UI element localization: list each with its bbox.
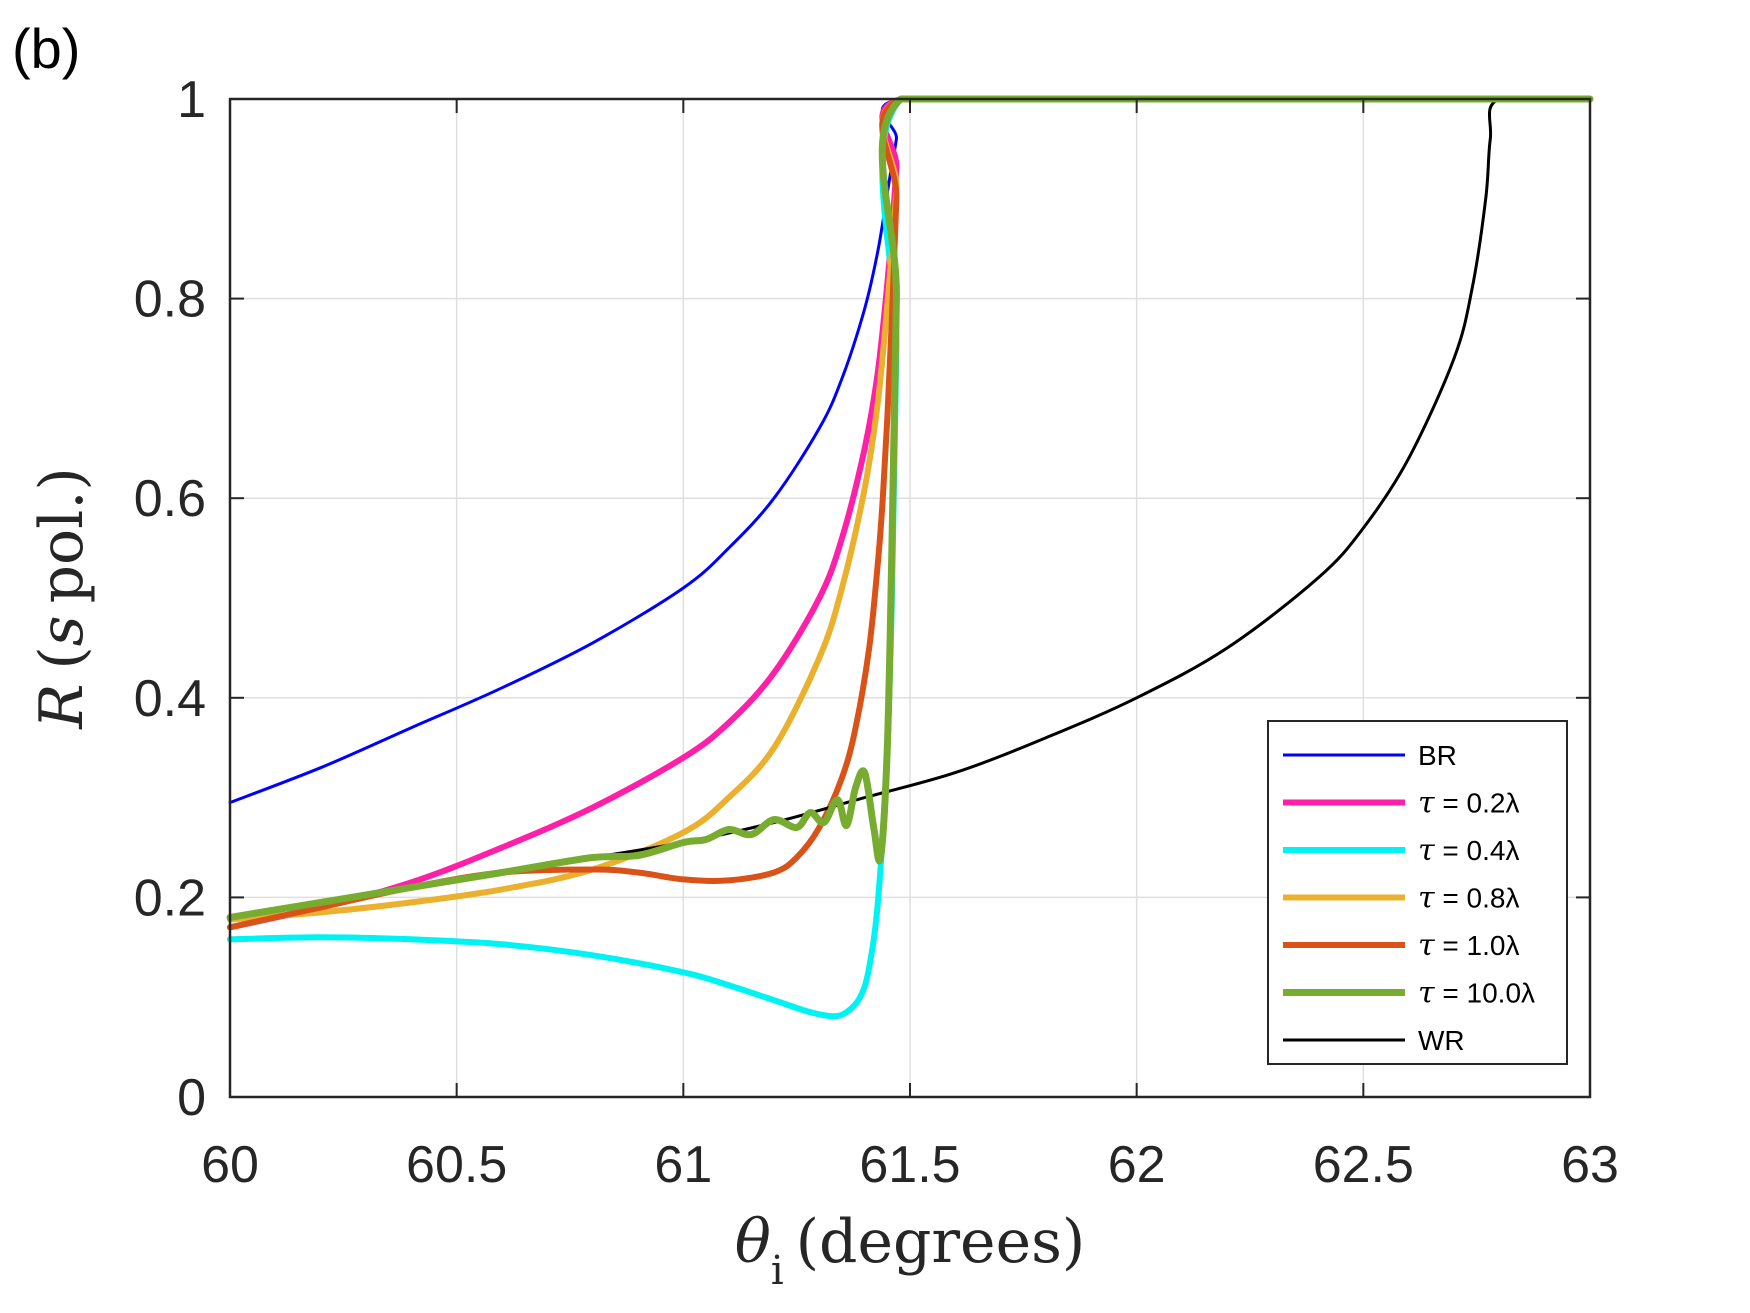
legend-value: = 10.0λ [1435, 978, 1535, 1009]
legend-label-tau-1.0: τ = 1.0λ [1418, 928, 1519, 963]
x-axis-unit: (degrees) [796, 1207, 1086, 1277]
legend-label-tau-0.2: τ = 0.2λ [1418, 786, 1519, 821]
legend-value: BR [1418, 740, 1457, 771]
plot-frame [228, 97, 1592, 1099]
legend-label-WR: WR [1418, 1025, 1465, 1056]
legend-label-tau-0.8: τ = 0.8λ [1418, 881, 1519, 916]
x-tick-label: 62.5 [1313, 1136, 1414, 1194]
y-tick-label: 0.4 [134, 670, 206, 728]
y-tick-labels: 0 0.2 0.4 0.6 0.8 1 [134, 71, 206, 1127]
legend-value: = 0.2λ [1435, 788, 1520, 819]
y-tick-label: 0 [177, 1069, 206, 1127]
legend-tau-symbol: τ [1418, 976, 1435, 1011]
y-tick-label: 1 [177, 71, 206, 129]
panel-label: (b) [12, 17, 80, 80]
legend-label-tau-0.4: τ = 0.4λ [1418, 833, 1519, 868]
legend-value: = 1.0λ [1435, 930, 1520, 961]
legend-value: = 0.8λ [1435, 883, 1520, 914]
legend-tau-symbol: τ [1418, 881, 1435, 916]
y-axis-label: R (s pol.) [27, 467, 97, 730]
y-axis-unit: pol.) [27, 467, 97, 603]
legend-tau-symbol: τ [1418, 928, 1435, 963]
x-tick-labels: 60 60.5 61 61.5 62 62.5 63 [201, 1136, 1619, 1194]
legend-label-tau-10.0: τ = 10.0λ [1418, 976, 1535, 1011]
legend-items: BRτ = 0.2λτ = 0.4λτ = 0.8λτ = 1.0λτ = 10… [1283, 740, 1535, 1056]
legend: BRτ = 0.2λτ = 0.4λτ = 0.8λτ = 1.0λτ = 10… [1267, 720, 1568, 1065]
x-axis-symbol: θ [735, 1207, 771, 1277]
x-tick-label: 60 [201, 1136, 259, 1194]
x-tick-label: 62 [1108, 1136, 1166, 1194]
x-tick-label: 60.5 [406, 1136, 507, 1194]
legend-label-BR: BR [1418, 740, 1457, 771]
y-tick-label: 0.2 [134, 869, 206, 927]
y-axis-italic: s [27, 615, 97, 646]
legend-value: WR [1418, 1025, 1465, 1056]
y-tick-label: 0.6 [134, 470, 206, 528]
y-axis-paren: ( [27, 646, 97, 669]
legend-tau-symbol: τ [1418, 833, 1435, 868]
legend-box [1267, 720, 1568, 1065]
legend-value: = 0.4λ [1435, 835, 1520, 866]
legend-tau-symbol: τ [1418, 786, 1435, 821]
x-tick-label: 61.5 [859, 1136, 960, 1194]
x-tick-label: 61 [654, 1136, 712, 1194]
y-tick-label: 0.8 [134, 271, 206, 329]
y-axis-symbol: R [27, 684, 97, 730]
x-axis-label: θi (degrees) [735, 1207, 1086, 1294]
x-axis-subscript: i [771, 1248, 784, 1294]
x-tick-label: 63 [1561, 1136, 1619, 1194]
